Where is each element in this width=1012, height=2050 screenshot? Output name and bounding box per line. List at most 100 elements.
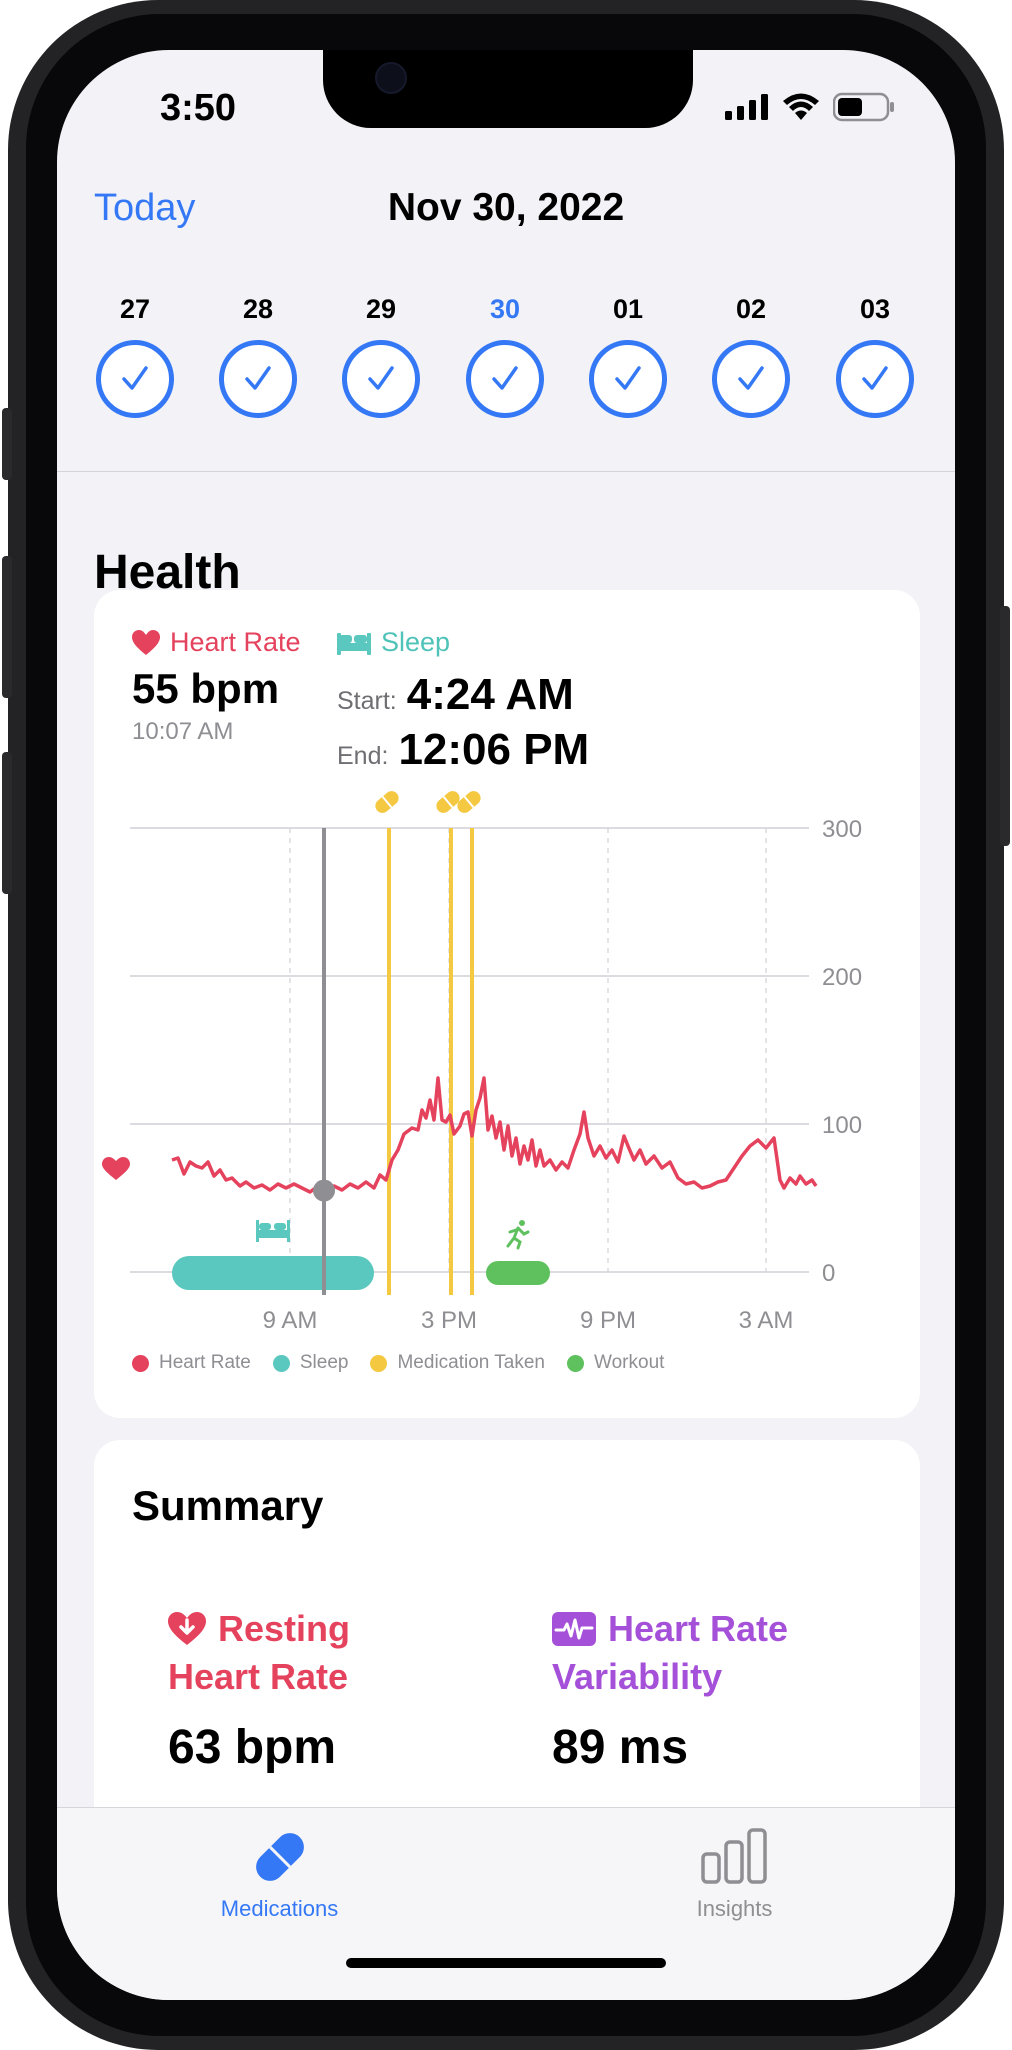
running-icon	[506, 1220, 530, 1250]
status-time: 3:50	[160, 87, 237, 129]
day-label: 02	[735, 294, 767, 324]
camera-icon	[375, 62, 407, 94]
checkmark-icon	[245, 366, 271, 390]
app-screen: 3:50 Today Nov 30, 2022 27 28 29 30 01 0…	[57, 50, 955, 2000]
day-label: 03	[859, 294, 891, 324]
heart-rate-label: Heart Rate	[170, 627, 301, 657]
day-label-selected: 30	[489, 294, 521, 324]
chart-legend: Heart Rate Sleep Medication Taken Workou…	[132, 1352, 664, 1374]
heart-rate-series-line	[171, 1076, 818, 1194]
pill-icon	[457, 791, 481, 813]
battery-icon	[833, 92, 894, 122]
summary-card: Summary Resting Heart Rate 63 bpm Heart …	[94, 1440, 920, 1860]
legend-label: Workout	[594, 1352, 665, 1373]
pill-icon	[255, 1833, 304, 1881]
sleep-header: Sleep	[337, 627, 450, 658]
notch	[323, 50, 693, 128]
day-check-button[interactable]	[836, 340, 914, 418]
legend-label: Heart Rate	[159, 1352, 251, 1373]
day-label: 01	[612, 294, 644, 324]
pill-icon-part	[381, 795, 393, 809]
sleep-label: Sleep	[381, 627, 451, 657]
pill-icon	[375, 791, 399, 813]
running-icon-part	[519, 1220, 525, 1226]
hrv-label-line1: Heart Rate	[608, 1608, 789, 1649]
heart-rate-header: Heart Rate	[132, 627, 301, 658]
date-title: Nov 30, 2022	[387, 186, 625, 229]
heart-icon	[132, 629, 160, 655]
bed-icon	[337, 632, 371, 655]
resting-hr-label-line1: Resting	[218, 1608, 351, 1649]
volume-down-button	[2, 752, 12, 894]
tab-medications[interactable]: Medications	[212, 1828, 347, 1922]
sleep-start-value: 4:24 AM	[406, 670, 574, 719]
home-indicator	[346, 1958, 666, 1968]
day-check-button[interactable]	[589, 340, 667, 418]
cellular-signal-icon	[725, 94, 768, 120]
day-check-button[interactable]	[96, 340, 174, 418]
legend-medication: Medication Taken	[370, 1352, 545, 1374]
today-button[interactable]: Today	[94, 187, 196, 229]
bed-icon-part	[256, 1220, 259, 1242]
resting-heart-rate[interactable]: Resting Heart Rate 63 bpm	[168, 1608, 350, 1775]
selection-point	[313, 1179, 335, 1202]
status-icons	[725, 92, 895, 122]
heart-rate-time: 10:07 AM	[132, 718, 234, 745]
tab-medications-label: Medications	[220, 1896, 339, 1921]
tab-insights[interactable]: Insights	[667, 1828, 802, 1922]
heart-marker-icon	[102, 1157, 130, 1180]
x-tick-label: 3 AM	[739, 1307, 794, 1334]
checkmark-icon	[492, 366, 518, 390]
sleep-bar	[172, 1256, 374, 1290]
day-label: 27	[119, 294, 151, 324]
x-tick-label: 3 PM	[421, 1307, 477, 1334]
y-tick-label: 100	[822, 1112, 862, 1139]
bed-icon-part	[259, 1223, 271, 1230]
legend-heart-rate: Heart Rate	[132, 1352, 251, 1374]
legend-dot	[370, 1354, 388, 1372]
hrv-waveform-icon	[552, 1612, 596, 1646]
x-tick-label: 9 PM	[580, 1307, 636, 1334]
checkmark-icon	[122, 366, 148, 390]
legend-workout: Workout	[567, 1352, 664, 1374]
bed-icon-part	[287, 1220, 290, 1242]
y-tick-label: 300	[822, 816, 862, 843]
bar-chart-icon	[700, 1828, 767, 1884]
sleep-end: End: 12:06 PM	[337, 725, 589, 775]
day-check-button-selected[interactable]	[466, 340, 544, 418]
day-check-button[interactable]	[342, 340, 420, 418]
legend-label: Sleep	[299, 1352, 349, 1373]
hrv-value: 89 ms	[552, 1721, 689, 1774]
legend-dot	[567, 1354, 585, 1372]
day-label: 29	[365, 294, 397, 324]
pill-icon	[436, 791, 460, 813]
checkmark-icon	[862, 366, 888, 390]
day-label: 28	[242, 294, 274, 324]
resting-hr-value: 63 bpm	[168, 1721, 337, 1774]
bed-icon-part	[274, 1223, 286, 1230]
legend-sleep: Sleep	[272, 1352, 349, 1374]
workout-bar	[486, 1261, 550, 1285]
bed-icon-part	[256, 1230, 290, 1238]
volume-up-button	[2, 556, 12, 698]
checkmark-icon	[615, 366, 641, 390]
heart-rate-variability[interactable]: Heart Rate Variability 89 ms	[552, 1608, 788, 1775]
divider	[57, 471, 955, 472]
health-chart[interactable]: 300 200 100 0 9 AM 3 PM 9 PM 3 AM	[94, 590, 920, 1350]
wifi-icon	[783, 93, 819, 120]
tab-insights-label: Insights	[696, 1896, 773, 1921]
heart-down-icon	[168, 1612, 206, 1645]
day-check-button[interactable]	[219, 340, 297, 418]
sleep-end-label: End:	[337, 742, 389, 770]
power-button	[1000, 606, 1010, 846]
sleep-start: Start: 4:24 AM	[337, 670, 574, 720]
resting-hr-label-line2: Heart Rate	[168, 1656, 349, 1697]
running-icon-part	[506, 1226, 530, 1250]
health-card: Heart Rate 55 bpm 10:07 AM Sleep Start: …	[94, 590, 920, 1418]
summary-title: Summary	[132, 1482, 324, 1529]
day-check-button[interactable]	[712, 340, 790, 418]
hrv-label-line2: Variability	[552, 1656, 723, 1697]
heart-rate-value: 55 bpm	[132, 665, 280, 712]
sleep-start-label: Start:	[337, 687, 397, 715]
y-tick-label: 200	[822, 964, 862, 991]
